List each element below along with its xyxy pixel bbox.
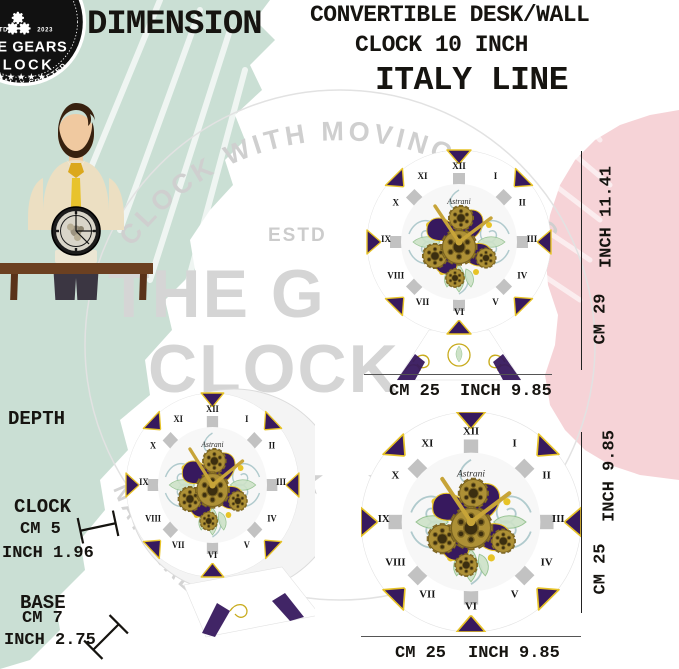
svg-text:★★★★★: ★★★★★: [0, 72, 48, 82]
svg-text:THE GEARS: THE GEARS: [0, 40, 67, 56]
svg-text:2023: 2023: [37, 27, 53, 33]
svg-text:CLOCK: CLOCK: [0, 58, 54, 74]
